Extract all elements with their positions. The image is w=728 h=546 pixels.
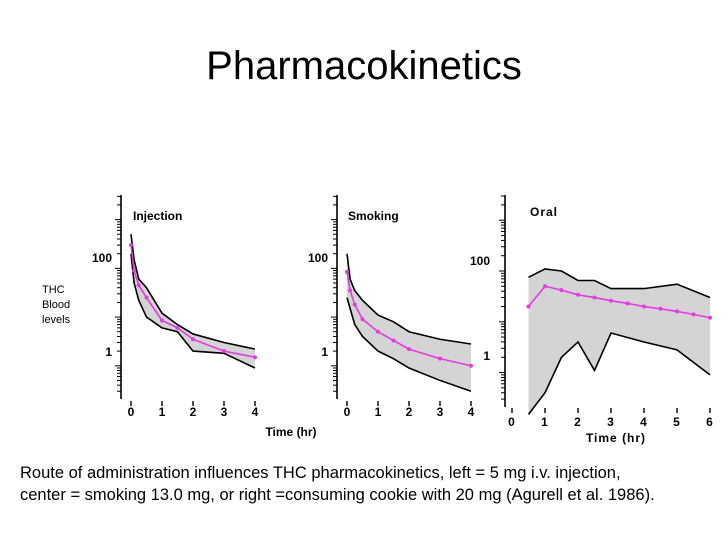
- smoking-mean-point-0: [345, 269, 349, 274]
- injection-mean-point-1: [132, 268, 137, 273]
- oral-mean-point-8: [658, 306, 663, 311]
- oral-x-tick-label-5: 5: [673, 415, 681, 429]
- oral-mean-line: [527, 285, 711, 319]
- smoking-x-tick-label-2: 2: [406, 405, 413, 419]
- injection-mean-point-6: [191, 337, 195, 342]
- y-axis-label: THC Blood levels: [42, 284, 71, 326]
- smoking-title: Smoking: [348, 209, 399, 223]
- oral-mean-point-11: [708, 315, 712, 320]
- oral-mean-point-0: [526, 304, 531, 309]
- smoking-y-tick-label-100: 100: [308, 251, 328, 265]
- oral-x-tick-label-4: 4: [640, 415, 648, 429]
- caption-line-2: center = smoking 13.0 mg, or right =cons…: [20, 486, 655, 504]
- smoking-x-tick-label-0: 0: [344, 405, 351, 419]
- smoking-mean-point-2: [352, 302, 357, 307]
- injection-panel: 1 100 0 1 2 3 4 Injection: [92, 195, 259, 419]
- injection-mean-point-2: [136, 283, 141, 288]
- injection-y-tick-label-1: 1: [105, 345, 112, 359]
- shared-x-axis-label: Time (hr): [265, 425, 316, 439]
- injection-y-tick-label-100: 100: [92, 251, 112, 265]
- smoking-mean-point-1: [348, 288, 353, 293]
- injection-mean-point-0: [129, 243, 133, 248]
- oral-y-tick-label-100: 100: [470, 254, 490, 268]
- oral-y-tick-label-1: 1: [483, 349, 490, 363]
- smoking-x-tick-label-1: 1: [375, 405, 382, 419]
- injection-upper-bound-line: [130, 234, 256, 350]
- oral-mean-point-2: [559, 288, 564, 293]
- oral-x-tick-label-3: 3: [607, 415, 615, 429]
- injection-mean-point-3: [144, 295, 149, 300]
- smoking-lower-bound-line: [346, 297, 472, 392]
- smoking-x-tick-label-4: 4: [468, 405, 475, 419]
- oral-x-tick-label-1: 1: [541, 415, 549, 429]
- smoking-y-tick-label-1: 1: [321, 345, 328, 359]
- injection-x-tick-label-0: 0: [128, 405, 135, 419]
- slide-title: Pharmacokinetics: [206, 44, 522, 88]
- caption: Route of administration influences THC p…: [20, 462, 720, 506]
- y-axis-label-line-3: levels: [42, 314, 71, 326]
- oral-panel: 1 100 0 1 2 3 4 5 6 Oral Time (hr): [470, 195, 714, 445]
- smoking-mean-point-8: [469, 363, 473, 368]
- y-axis-label-line-1: THC: [42, 284, 65, 296]
- oral-mean-point-9: [675, 309, 679, 314]
- oral-x-tick-label-2: 2: [574, 415, 582, 429]
- injection-x-tick-label-3: 3: [221, 405, 228, 419]
- injection-mean-point-4: [160, 318, 164, 323]
- injection-lower-bound-line: [130, 253, 256, 369]
- injection-mean-point-5: [175, 325, 180, 330]
- smoking-upper-bound-line: [346, 253, 472, 345]
- oral-x-tick-label-6: 6: [706, 415, 714, 429]
- smoking-mean-point-4: [376, 329, 380, 334]
- smoking-mean-point-7: [438, 356, 442, 361]
- oral-mean-point-10: [691, 312, 696, 317]
- smoking-x-tick-label-3: 3: [437, 405, 444, 419]
- oral-upper-bound-line: [528, 268, 711, 299]
- injection-mean-point-7: [222, 349, 226, 354]
- injection-mean-point-8: [253, 355, 257, 360]
- injection-title: Injection: [133, 209, 182, 223]
- caption-line-1: Route of administration influences THC p…: [20, 464, 621, 482]
- smoking-panel: 1 100 0 1 2 3 4 Smoking: [308, 195, 475, 419]
- oral-title: Oral: [530, 205, 558, 219]
- smoking-mean-point-6: [407, 347, 411, 352]
- injection-x-tick-label-2: 2: [190, 405, 197, 419]
- oral-mean-point-3: [576, 292, 580, 297]
- oral-mean-point-1: [543, 284, 547, 289]
- oral-mean-point-5: [609, 298, 613, 303]
- injection-x-tick-label-1: 1: [159, 405, 166, 419]
- y-axis-label-line-2: Blood: [42, 299, 70, 311]
- oral-x-axis-label: Time (hr): [586, 431, 646, 445]
- smoking-mean-point-5: [391, 338, 396, 343]
- oral-mean-point-4: [592, 295, 597, 300]
- smoking-mean-point-3: [360, 317, 365, 322]
- oral-x-tick-label-0: 0: [508, 415, 516, 429]
- oral-mean-point-7: [642, 304, 646, 309]
- oral-mean-point-6: [625, 301, 630, 306]
- oral-range-band: [528, 268, 710, 415]
- oral-lower-bound-line: [527, 332, 711, 415]
- injection-x-tick-label-4: 4: [252, 405, 259, 419]
